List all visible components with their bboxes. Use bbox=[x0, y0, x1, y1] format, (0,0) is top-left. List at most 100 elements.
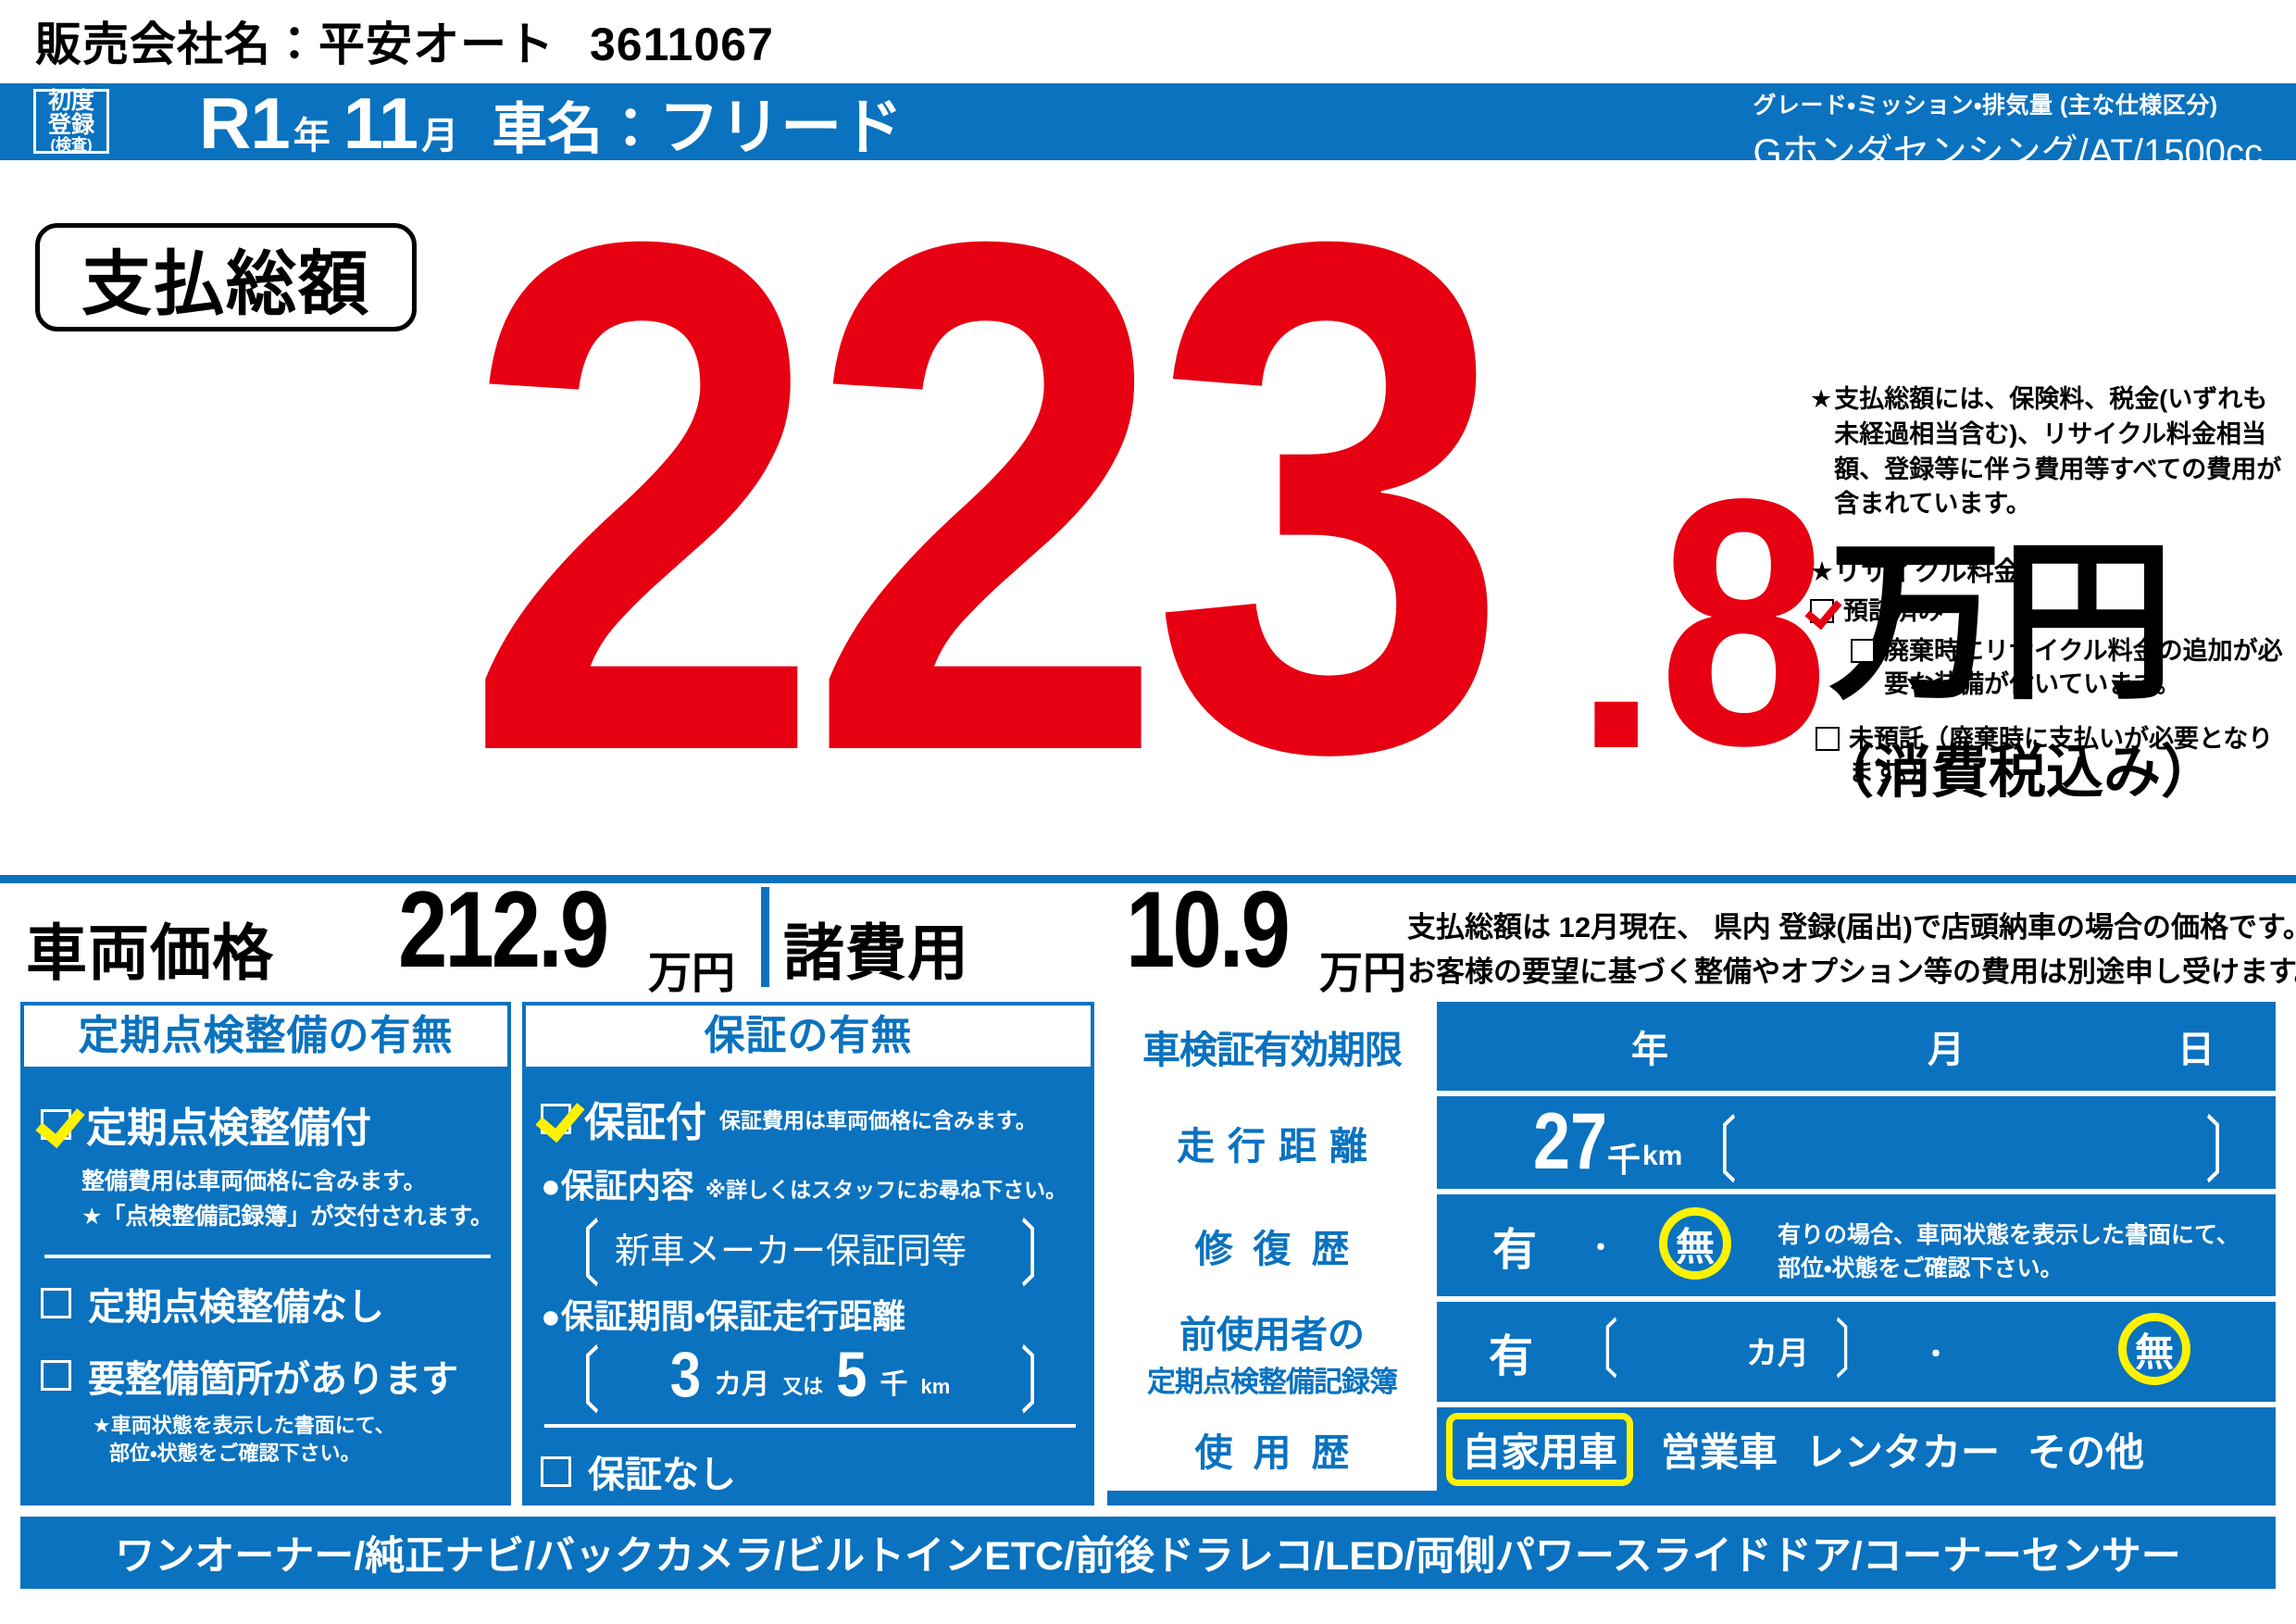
repair-yes-option[interactable]: 有 bbox=[1492, 1226, 1538, 1275]
inspection-with-sub1: 整備費用は車両価格に含みます。 bbox=[81, 1168, 427, 1194]
car-name-value: フリード bbox=[658, 93, 904, 161]
mileage-bracket-right-icon: 〕 bbox=[2205, 1111, 2254, 1193]
row-label-usage-history: 使用歴 bbox=[1107, 1407, 1437, 1491]
row-label-repair-history: 修復歴 bbox=[1107, 1194, 1437, 1296]
table-separator bbox=[1107, 1296, 2276, 1302]
repair-separator: ・ bbox=[1587, 1233, 1615, 1264]
record-months-unit: カ月 bbox=[1746, 1336, 1809, 1371]
warranty-content-bullet: ●保証内容 bbox=[541, 1167, 694, 1205]
reg-year-unit: 年 bbox=[293, 116, 331, 156]
inspection-none-row[interactable]: 定期点検整備なし bbox=[41, 1277, 494, 1330]
reg-box-line1: 初度 bbox=[47, 88, 94, 115]
usage-option-rental[interactable]: レンタカー bbox=[1805, 1430, 2001, 1474]
repair-no-option-selected[interactable]: 無 bbox=[1659, 1207, 1731, 1280]
checkbox-icon-warranty-none[interactable] bbox=[541, 1455, 571, 1487]
row-value-repair-history[interactable]: 有 ・ 無 有りの場合、車両状態を表示した書面にて、 部位・状態をご確認下さい。 bbox=[1437, 1194, 2276, 1296]
recycle-none-label: 未預託（廃棄時に支払いが必要となります。） bbox=[1849, 724, 2274, 786]
tax-included-note: （消費税込み） bbox=[1816, 741, 2219, 805]
total-price-unit: 万円 bbox=[1828, 525, 2175, 719]
warranty-with-label: 保証付 bbox=[584, 1100, 706, 1145]
spec-table: 車検証有効期限 年 月 日 走行距離 27 千 km 〔 〕 修復歴 有 bbox=[1107, 1002, 2276, 1505]
expiry-month-unit: 月 bbox=[1928, 1030, 1965, 1070]
term-bracket-left-icon: 〔 bbox=[552, 1342, 601, 1423]
warranty-divider bbox=[544, 1424, 1076, 1428]
warranty-panel-title: 保証の有無 bbox=[526, 1006, 1091, 1067]
inspection-with-label: 定期点検整備付 bbox=[86, 1106, 371, 1151]
warranty-with-row[interactable]: 保証付 保証費用は車両価格に含みます。 bbox=[541, 1089, 1079, 1148]
vehicle-header-main: R1 年 11 月 車名： フリード bbox=[199, 78, 903, 167]
inspection-foot2: 部位・状態をご確認下さい。 bbox=[109, 1442, 361, 1466]
row-value-mileage[interactable]: 27 千 km 〔 〕 bbox=[1437, 1096, 2276, 1192]
reg-month-unit: 月 bbox=[421, 116, 459, 156]
strip-top-rule bbox=[0, 875, 2296, 883]
recycle-extra-row[interactable]: 廃棄時にリサイクル料金の追加が必要な装備が付いています。 bbox=[1851, 634, 2291, 702]
checkbox-icon-recycle-extra[interactable] bbox=[1851, 638, 1875, 663]
checkbox-icon-inspection-with[interactable] bbox=[41, 1108, 71, 1140]
table-row-usage-history: 使用歴 自家用車 営業車 レンタカー その他 bbox=[1107, 1407, 2276, 1491]
warranty-term-months[interactable]: 3 bbox=[669, 1338, 702, 1411]
mileage-bracket-left-icon: 〔 bbox=[1689, 1111, 1738, 1193]
checkbox-icon-inspection-needs[interactable] bbox=[41, 1360, 71, 1391]
usage-option-commercial[interactable]: 営業車 bbox=[1661, 1430, 1778, 1474]
row-label-mileage: 走行距離 bbox=[1107, 1096, 1437, 1189]
checkbox-icon-recycle-deposited[interactable] bbox=[1810, 599, 1834, 624]
reg-year-value: R1 bbox=[199, 82, 291, 164]
recycle-none-row[interactable]: 未預託（廃棄時に支払いが必要となります。） bbox=[1816, 722, 2291, 790]
repair-note-line2: 部位・状態をご確認下さい。 bbox=[1778, 1255, 2064, 1281]
vehicle-header-band: 初度 登録 (検査) R1 年 11 月 車名： フリード グレード・ミッション… bbox=[0, 82, 2296, 173]
record-no-option-selected[interactable]: 無 bbox=[2118, 1313, 2190, 1385]
warranty-none-row[interactable]: 保証なし bbox=[541, 1444, 1079, 1498]
fees-value: 10.9 bbox=[1126, 869, 1291, 991]
repair-note-line1: 有りの場合、車両状態を表示した書面にて、 bbox=[1778, 1222, 2240, 1248]
mileage-value[interactable]: 27 bbox=[1533, 1097, 1608, 1186]
warranty-term-distance-unit2: km bbox=[920, 1375, 951, 1398]
prev-owner-label-line1: 前使用者の bbox=[1179, 1314, 1365, 1355]
strip-divider bbox=[761, 887, 769, 987]
inspection-with-row[interactable]: 定期点検整備付 bbox=[41, 1094, 494, 1154]
fees-label: 諸費用 bbox=[783, 918, 969, 987]
warranty-term-distance[interactable]: 5 bbox=[836, 1338, 867, 1411]
inspection-needs-row[interactable]: 要整備箇所があります bbox=[41, 1349, 494, 1403]
mileage-unit: 千 bbox=[1607, 1141, 1641, 1179]
fees-unit: 万円 bbox=[1319, 948, 1406, 997]
table-separator bbox=[1107, 1189, 2276, 1194]
reg-box-line2: 登録 bbox=[47, 112, 94, 139]
inspection-panel: 定期点検整備の有無 定期点検整備付 整備費用は車両価格に含みます。 ★「点検整備… bbox=[20, 1002, 511, 1505]
warranty-content-value[interactable]: 新車メーカー保証同等 bbox=[615, 1232, 967, 1271]
row-value-inspection-expiry[interactable]: 年 月 日 bbox=[1437, 1002, 2276, 1091]
warranty-term-bullet: ●保証期間・保証走行距離 bbox=[541, 1297, 905, 1335]
table-row-inspection-expiry: 車検証有効期限 年 月 日 bbox=[1107, 1002, 2276, 1091]
checkbox-icon-recycle-none[interactable] bbox=[1816, 726, 1840, 751]
total-price-decimal-point: . bbox=[1574, 470, 1659, 812]
warranty-term-bracket: 〔 3 カ月 又は 5 千 km 〕 bbox=[541, 1338, 1079, 1422]
vehicle-price-unit: 万円 bbox=[648, 948, 735, 997]
checkbox-icon-inspection-none[interactable] bbox=[41, 1288, 71, 1318]
record-yes-option[interactable]: 有 bbox=[1489, 1332, 1534, 1381]
warranty-term-distance-unit: 千 bbox=[880, 1369, 908, 1400]
mileage-unit2: km bbox=[1642, 1141, 1683, 1171]
vehicle-price-label: 車両価格 bbox=[26, 918, 274, 987]
dealer-label: 販売会社名： bbox=[35, 19, 318, 70]
record-bracket-left-icon: 〔 bbox=[1576, 1313, 1618, 1386]
warranty-term-row: ●保証期間・保証走行距離 bbox=[541, 1290, 1079, 1338]
record-separator: ・ bbox=[1922, 1340, 1950, 1370]
reg-month-value: 11 bbox=[343, 82, 418, 164]
row-value-usage-history[interactable]: 自家用車 営業車 レンタカー その他 bbox=[1437, 1407, 2276, 1491]
warranty-with-sub: 保証費用は車両価格に含みます。 bbox=[719, 1108, 1037, 1132]
row-value-previous-owner-record[interactable]: 有 〔 カ月 〕 ・ 無 bbox=[1437, 1302, 2276, 1402]
inspection-needs-label: 要整備箇所があります bbox=[88, 1358, 458, 1400]
notes-block: ★ 支払総額には、保険料、税金(いずれも未経過相当含む)、リサイクル料金相当額、… bbox=[1810, 382, 2291, 789]
warranty-term-months-unit: カ月 bbox=[714, 1369, 770, 1400]
total-price-integer: 223 bbox=[463, 92, 1511, 903]
table-row-mileage: 走行距離 27 千 km 〔 〕 bbox=[1107, 1096, 2276, 1192]
star-icon: ★ bbox=[1810, 385, 1833, 413]
usage-option-other[interactable]: その他 bbox=[2028, 1430, 2145, 1474]
usage-option-private-selected[interactable]: 自家用車 bbox=[1446, 1412, 1634, 1486]
recycle-deposited-row[interactable]: 預託済み bbox=[1810, 594, 2291, 628]
recycle-deposited-label: 預託済み bbox=[1843, 597, 1943, 626]
checkbox-icon-warranty-with[interactable] bbox=[541, 1103, 571, 1134]
total-price-note: ★ 支払総額には、保険料、税金(いずれも未経過相当含む)、リサイクル料金相当額、… bbox=[1810, 382, 2291, 522]
warranty-panel: 保証の有無 保証付 保証費用は車両価格に含みます。 ●保証内容 ※詳しくはスタッ… bbox=[522, 1002, 1094, 1505]
dealer-code: 3611067 bbox=[590, 19, 774, 70]
expiry-day-unit: 日 bbox=[2177, 1030, 2215, 1070]
